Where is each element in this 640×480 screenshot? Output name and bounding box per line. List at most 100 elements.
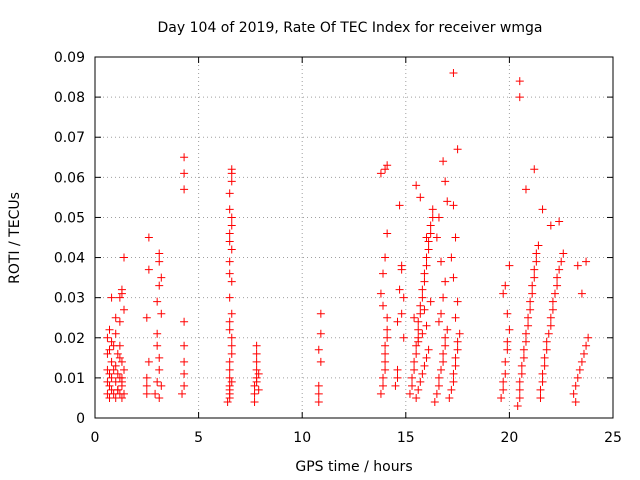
data-point	[579, 349, 588, 358]
data-point	[544, 329, 553, 338]
data-point	[107, 357, 116, 366]
data-point	[526, 297, 535, 306]
data-point	[503, 337, 512, 346]
data-point	[225, 229, 234, 238]
x-axis-label: GPS time / hours	[295, 459, 412, 475]
data-point	[227, 377, 236, 386]
data-point	[225, 393, 234, 402]
data-point	[420, 269, 429, 278]
data-point	[451, 361, 460, 370]
data-point	[252, 377, 261, 386]
data-point	[449, 377, 458, 386]
data-point	[501, 369, 510, 378]
data-point	[376, 389, 385, 398]
data-point	[252, 349, 261, 358]
data-point	[553, 273, 562, 282]
data-point	[120, 253, 129, 262]
data-point	[418, 293, 427, 302]
data-point	[430, 397, 439, 406]
data-point	[577, 289, 586, 298]
data-point	[530, 265, 539, 274]
data-point	[115, 341, 124, 350]
data-point	[227, 309, 236, 318]
data-point	[180, 317, 189, 326]
axis-ticks: 0 0.01 0.02 0.03 0.04 0.05 0.06 0.07 0.08 0.09 0 5 1…	[54, 50, 622, 446]
data-point	[449, 69, 458, 78]
data-point	[115, 317, 124, 326]
data-point	[521, 185, 530, 194]
data-point	[142, 389, 151, 398]
data-point	[252, 341, 261, 350]
data-point	[441, 277, 450, 286]
data-point	[422, 233, 431, 242]
data-point	[414, 317, 423, 326]
data-point	[445, 393, 454, 402]
data-point	[153, 329, 162, 338]
data-point	[501, 281, 510, 290]
data-point	[515, 385, 524, 394]
data-point	[526, 305, 535, 314]
data-point	[142, 373, 151, 382]
data-point	[383, 333, 392, 342]
data-point	[227, 245, 236, 254]
data-point	[536, 393, 545, 402]
y-tick-label: 0.07	[54, 130, 85, 146]
data-point	[225, 357, 234, 366]
data-point	[503, 345, 512, 354]
data-point	[120, 389, 129, 398]
data-point	[227, 341, 236, 350]
data-point	[546, 221, 555, 230]
data-point	[414, 325, 423, 334]
data-point	[113, 349, 122, 358]
data-point	[443, 197, 452, 206]
data-point	[505, 325, 514, 334]
data-point	[538, 377, 547, 386]
data-point	[577, 357, 586, 366]
data-point	[422, 353, 431, 362]
data-point	[571, 381, 580, 390]
data-point	[225, 205, 234, 214]
data-point	[434, 213, 443, 222]
data-point	[395, 285, 404, 294]
data-point	[103, 333, 112, 342]
data-point	[180, 381, 189, 390]
y-tick-label: 0.06	[54, 170, 85, 186]
data-point	[420, 361, 429, 370]
data-point	[111, 313, 120, 322]
data-point	[449, 273, 458, 282]
data-point	[548, 305, 557, 314]
data-point	[397, 265, 406, 274]
data-point	[225, 317, 234, 326]
data-point	[157, 381, 166, 390]
data-point	[111, 329, 120, 338]
data-point	[314, 389, 323, 398]
data-point	[422, 253, 431, 262]
data-point	[553, 281, 562, 290]
data-point	[105, 369, 114, 378]
data-point	[142, 381, 151, 390]
data-point	[434, 317, 443, 326]
data-point	[314, 381, 323, 390]
data-point	[227, 213, 236, 222]
data-point	[420, 305, 429, 314]
data-point	[424, 345, 433, 354]
data-point	[424, 237, 433, 246]
data-point	[225, 269, 234, 278]
data-point	[437, 257, 446, 266]
data-point	[254, 369, 263, 378]
data-point	[399, 293, 408, 302]
data-point	[397, 309, 406, 318]
x-tick-label: 15	[397, 430, 415, 446]
data-point	[532, 249, 541, 258]
data-point	[399, 333, 408, 342]
data-point	[107, 293, 116, 302]
data-point	[155, 249, 164, 258]
data-point	[250, 397, 259, 406]
data-point	[538, 369, 547, 378]
data-point	[376, 169, 385, 178]
data-point	[437, 365, 446, 374]
data-point	[408, 381, 417, 390]
data-point	[225, 325, 234, 334]
data-point	[117, 285, 126, 294]
